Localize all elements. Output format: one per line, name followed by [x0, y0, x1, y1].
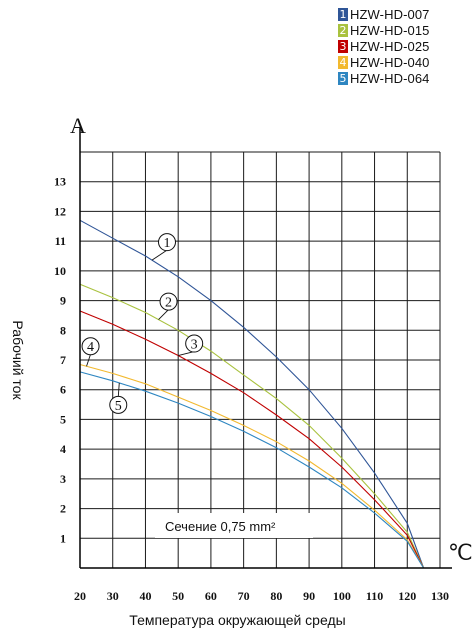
y-tick-label: 11 — [55, 234, 66, 248]
y-tick-label: 9 — [60, 294, 66, 308]
legend: 1 HZW-HD-007 2 HZW-HD-015 3 HZW-HD-025 4 HZW-HD… — [338, 6, 430, 86]
x-tick-label: 60 — [205, 589, 217, 603]
x-tick-label: 70 — [238, 589, 250, 603]
legend-item: 5 HZW-HD-064 — [338, 70, 430, 86]
callout-number: 4 — [87, 340, 94, 355]
series-line-3 — [79, 310, 425, 569]
series-line-5 — [79, 371, 425, 569]
annotation-box — [155, 513, 313, 538]
annotation-text: Сечение 0,75 mm² — [165, 519, 276, 534]
y-tick-label: 8 — [60, 323, 66, 337]
x-tick-label: 30 — [107, 589, 119, 603]
callout-leader — [178, 351, 195, 356]
legend-label: HZW-HD-040 — [350, 54, 430, 70]
legend-item: 1 HZW-HD-007 — [338, 6, 430, 22]
legend-label: HZW-HD-007 — [350, 6, 430, 22]
x-unit-label: ℃ — [448, 540, 473, 565]
x-tick-label: 40 — [139, 589, 151, 603]
callout-circle — [81, 337, 100, 356]
callout-circle — [158, 233, 176, 252]
callout-number: 3 — [191, 338, 198, 353]
series-callouts: 1 2 3 4 5 — [81, 233, 204, 414]
y-tick-label: 6 — [60, 383, 66, 397]
y-unit-label: A — [70, 113, 86, 138]
y-tick-label: 12 — [54, 204, 66, 218]
x-tick-label: 80 — [270, 589, 282, 603]
callout-leader — [86, 354, 91, 367]
legend-label: HZW-HD-015 — [350, 22, 430, 38]
callout-circle — [159, 292, 178, 311]
y-axis-label: Рабочий ток — [10, 320, 26, 400]
x-tick-label: 130 — [431, 589, 449, 603]
series-line-2 — [79, 283, 425, 569]
legend-swatch: 5 — [338, 71, 348, 85]
x-axis-label: Температура окружающей среды — [129, 612, 346, 628]
legend-label: HZW-HD-064 — [350, 70, 430, 86]
series-lines — [79, 219, 425, 569]
tick-labels: 20 30 40 50 60 70 80 90 100 110 120 130123456789101… — [54, 175, 449, 603]
x-tick-label: 50 — [172, 589, 184, 603]
x-tick-label: 20 — [74, 589, 86, 603]
callout-number: 2 — [165, 296, 172, 311]
y-tick-label: 10 — [54, 264, 66, 278]
legend-item: 3 HZW-HD-025 — [338, 38, 430, 54]
axes — [79, 128, 452, 569]
y-tick-label: 1 — [60, 531, 66, 545]
callout-circle — [185, 334, 204, 353]
y-tick-label: 2 — [60, 502, 66, 516]
y-tick-label: 7 — [60, 353, 66, 367]
legend-label: HZW-HD-025 — [350, 38, 430, 54]
legend-swatch: 1 — [338, 7, 348, 21]
callout-leader — [117, 382, 120, 397]
x-tick-label: 90 — [303, 589, 315, 603]
callout-leader — [158, 309, 169, 320]
legend-swatch: 2 — [338, 23, 348, 37]
callout-number: 1 — [164, 236, 171, 251]
callout-leader — [151, 249, 168, 261]
y-tick-label: 4 — [60, 442, 66, 456]
series-line-4 — [79, 363, 425, 569]
callout-circle — [109, 395, 128, 414]
legend-item: 2 HZW-HD-015 — [338, 22, 430, 38]
grid — [79, 151, 441, 568]
series-line-1 — [79, 219, 425, 569]
y-tick-label: 3 — [60, 472, 66, 486]
y-tick-label: 13 — [54, 175, 66, 189]
x-tick-label: 100 — [333, 589, 351, 603]
legend-item: 4 HZW-HD-040 — [338, 54, 430, 70]
legend-swatch: 4 — [338, 55, 348, 69]
y-tick-label: 5 — [60, 412, 66, 426]
legend-swatch: 3 — [338, 39, 348, 53]
x-tick-label: 110 — [366, 589, 383, 603]
callout-number: 5 — [115, 399, 122, 414]
x-tick-label: 120 — [398, 589, 416, 603]
